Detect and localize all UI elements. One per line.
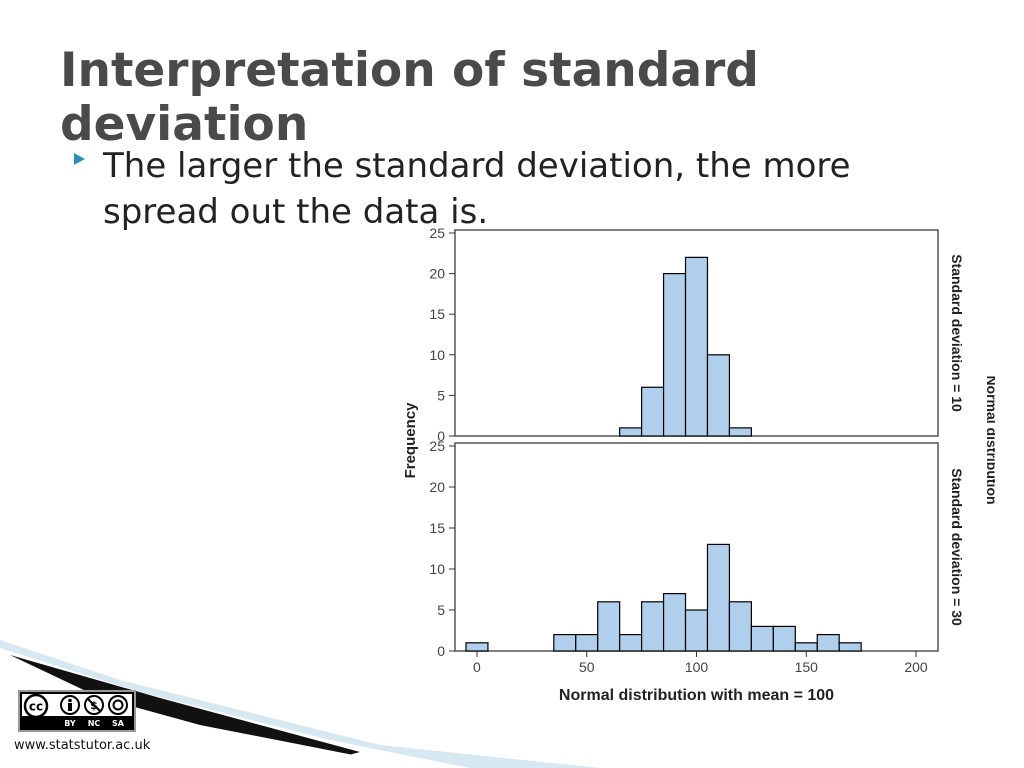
attribution-icon — [60, 695, 80, 715]
license-label-sa: SA — [112, 719, 125, 728]
histogram-bar — [619, 427, 643, 437]
y-tick-label: 0 — [437, 643, 445, 659]
y-axis-label: Frequency — [402, 402, 419, 479]
license-label-nc: NC — [88, 719, 101, 728]
y-tick-label: 20 — [429, 266, 445, 282]
histogram-bar — [816, 634, 840, 652]
sharealike-icon — [108, 695, 128, 715]
y-tick-label: 25 — [429, 225, 445, 241]
y-tick-label: 15 — [429, 520, 445, 536]
histogram-bar — [619, 634, 643, 652]
histogram-bar — [728, 601, 752, 652]
x-axis-label: Normal distribution with mean = 100 — [559, 687, 834, 704]
x-tick-label: 0 — [473, 659, 481, 675]
histogram-chart: 0 5 10 15 20 25 Standard deviation = 10 0 5 10 15 2… — [402, 225, 995, 704]
y-tick-label: 15 — [429, 306, 445, 322]
histogram-bar — [772, 625, 796, 652]
x-tick-label: 200 — [904, 659, 928, 675]
y-tick-label: 25 — [429, 438, 445, 454]
histogram-bar — [662, 272, 687, 437]
y-tick-label: 10 — [429, 561, 445, 577]
histogram-bar — [684, 256, 709, 437]
decorative-swoosh — [0, 640, 600, 768]
facet-group-label: Normal distribution — [984, 375, 995, 504]
histogram-bar — [662, 593, 687, 652]
histogram-bar — [794, 642, 818, 652]
histogram-bar — [641, 386, 665, 437]
histogram-bar — [684, 609, 709, 652]
histogram-bar — [706, 543, 731, 652]
x-tick-label: 100 — [685, 659, 709, 675]
license-label-by: BY — [64, 719, 76, 728]
license-badge: cc $ BY NC SA — [18, 690, 136, 732]
histogram-bar — [838, 642, 862, 652]
x-tick-label: 150 — [795, 659, 819, 675]
histogram-bar — [597, 601, 621, 652]
y-tick-label: 10 — [429, 347, 445, 363]
bullet-text: The larger the standard deviation, the m… — [103, 146, 851, 232]
noncommercial-icon: $ — [84, 695, 104, 715]
y-tick-label: 20 — [429, 479, 445, 495]
cc-icon: cc — [23, 693, 49, 719]
histogram-bar — [641, 601, 665, 652]
panel-strip-label: Standard deviation = 30 — [949, 468, 965, 626]
histogram-bar — [728, 427, 752, 437]
histogram-bar — [750, 625, 774, 652]
website-url: www.statstutor.ac.uk — [14, 738, 151, 753]
y-tick-label: 5 — [437, 602, 445, 618]
y-tick-label: 0 — [437, 428, 445, 444]
y-tick-label: 5 — [437, 387, 445, 403]
panel-strip-label: Standard deviation = 10 — [949, 254, 965, 412]
slide-title: Interpretation of standard deviation — [60, 43, 759, 152]
bullet-arrow-icon — [74, 153, 85, 165]
svg-text:cc: cc — [29, 700, 43, 714]
x-tick-label: 50 — [579, 659, 595, 675]
histogram-bar — [706, 354, 731, 437]
